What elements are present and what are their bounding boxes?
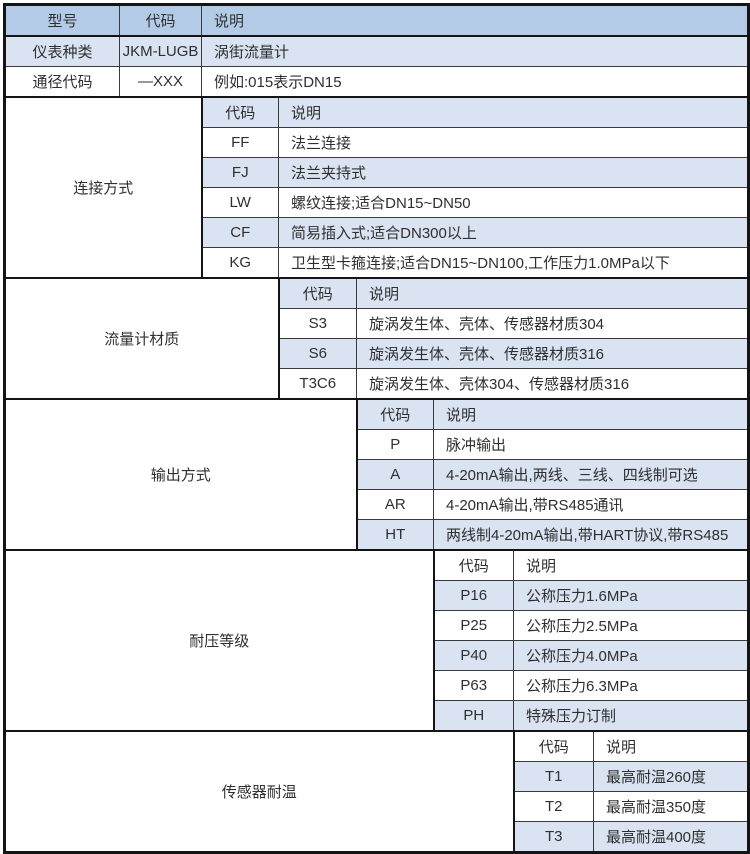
code-cell: P25 [432,610,514,641]
model-selection-table: 型号 代码 说明 仪表种类 JKM-LUGB 涡街流量计 通径代码 —XXX 例… [3,3,750,854]
code-cell: AR [355,489,434,520]
header-cell-code: 代码 [119,4,202,37]
code-cell: KG [200,247,279,279]
code-cell: S6 [277,338,357,369]
table-row: P63 公称压力6.3MPa [5,670,750,701]
table-header-row: 型号 代码 说明 [4,4,750,37]
row-label: 通径代码 [4,66,120,98]
desc-cell: 最高耐温400度 [592,821,750,853]
section-header-row: 耐压等级 代码 说明 [4,549,750,732]
desc-cell: 4-20mA输出,带RS485通讯 [432,489,750,520]
code-cell: FF [200,127,279,158]
desc-cell: 螺纹连接;适合DN15~DN50 [277,187,750,218]
section-header-desc: 说明 [512,549,750,581]
section-header-desc: 说明 [592,730,750,762]
section-label: 耐压等级 [4,549,434,732]
section-label: 流量计材质 [4,277,279,400]
code-cell: S3 [277,308,357,339]
code-cell: CF [200,217,279,248]
section-header-desc: 说明 [432,398,750,430]
table-row: HT 两线制4-20mA输出,带HART协议,带RS485 [5,519,750,551]
table-row: A 4-20mA输出,两线、三线、四线制可选 [5,459,750,490]
code-cell: PH [432,700,514,732]
table-row: FF 法兰连接 [5,127,750,158]
section-label: 输出方式 [4,398,357,551]
table-row: PH 特殊压力订制 [5,700,750,732]
code-cell: FJ [200,157,279,188]
code-cell: P [355,429,434,460]
desc-cell: 涡街流量计 [200,35,750,67]
code-cell: T1 [512,761,594,792]
table-row: 通径代码 —XXX 例如:015表示DN15 [4,66,750,98]
code-cell: T3C6 [277,368,357,400]
section-header-code: 代码 [200,96,279,128]
section-label: 传感器耐温 [4,730,514,853]
table-row: LW 螺纹连接;适合DN15~DN50 [5,187,750,218]
desc-cell: 旋涡发生体、壳体、传感器材质316 [355,338,750,369]
table-row: T1 最高耐温260度 [5,761,750,792]
desc-cell: 例如:015表示DN15 [200,66,750,98]
table-row: P 脉冲输出 [5,429,750,460]
code-cell: HT [355,519,434,551]
desc-cell: 简易插入式;适合DN300以上 [277,217,750,248]
section-header-row: 输出方式 代码 说明 [4,398,750,551]
table-row: P25 公称压力2.5MPa [5,610,750,641]
table-row: CF 简易插入式;适合DN300以上 [5,217,750,248]
table-row: FJ 法兰夹持式 [5,157,750,188]
code-cell: P16 [432,580,514,611]
section-header-desc: 说明 [277,96,750,128]
section-label: 连接方式 [4,96,202,279]
header-cell-model: 型号 [4,4,120,37]
desc-cell: 卫生型卡箍连接;适合DN15~DN100,工作压力1.0MPa以下 [277,247,750,279]
desc-cell: 公称压力2.5MPa [512,610,750,641]
table-row: T3C6 旋涡发生体、壳体304、传感器材质316 [5,368,750,400]
code-cell: P40 [432,640,514,671]
desc-cell: 旋涡发生体、壳体、传感器材质304 [355,308,750,339]
code-cell: JKM-LUGB [119,35,202,67]
desc-cell: 法兰连接 [277,127,750,158]
row-label: 仪表种类 [4,35,120,67]
table-row: 仪表种类 JKM-LUGB 涡街流量计 [4,35,750,67]
desc-cell: 公称压力4.0MPa [512,640,750,671]
code-cell: A [355,459,434,490]
code-cell: T3 [512,821,594,853]
desc-cell: 旋涡发生体、壳体304、传感器材质316 [355,368,750,400]
desc-cell: 最高耐温260度 [592,761,750,792]
desc-cell: 公称压力6.3MPa [512,670,750,701]
table-row: KG 卫生型卡箍连接;适合DN15~DN100,工作压力1.0MPa以下 [5,247,750,279]
table-row: P16 公称压力1.6MPa [5,580,750,611]
section-header-code: 代码 [512,730,594,762]
section-header-row: 连接方式 代码 说明 [4,96,750,279]
desc-cell: 最高耐温350度 [592,791,750,822]
desc-cell: 特殊压力订制 [512,700,750,732]
section-header-code: 代码 [355,398,434,430]
code-cell: P63 [432,670,514,701]
section-header-code: 代码 [432,549,514,581]
desc-cell: 4-20mA输出,两线、三线、四线制可选 [432,459,750,490]
code-cell: LW [200,187,279,218]
section-header-code: 代码 [277,277,357,309]
table-row: AR 4-20mA输出,带RS485通讯 [5,489,750,520]
code-cell: —XXX [119,66,202,98]
desc-cell: 法兰夹持式 [277,157,750,188]
section-header-row: 流量计材质 代码 说明 [4,277,750,400]
desc-cell: 两线制4-20mA输出,带HART协议,带RS485 [432,519,750,551]
table-row: T3 最高耐温400度 [5,821,750,853]
desc-cell: 脉冲输出 [432,429,750,460]
code-cell: T2 [512,791,594,822]
section-header-row: 传感器耐温 代码 说明 [4,730,750,853]
table-row: S6 旋涡发生体、壳体、传感器材质316 [5,338,750,369]
section-header-desc: 说明 [355,277,750,309]
desc-cell: 公称压力1.6MPa [512,580,750,611]
header-cell-desc: 说明 [200,4,750,37]
table-row: T2 最高耐温350度 [5,791,750,822]
